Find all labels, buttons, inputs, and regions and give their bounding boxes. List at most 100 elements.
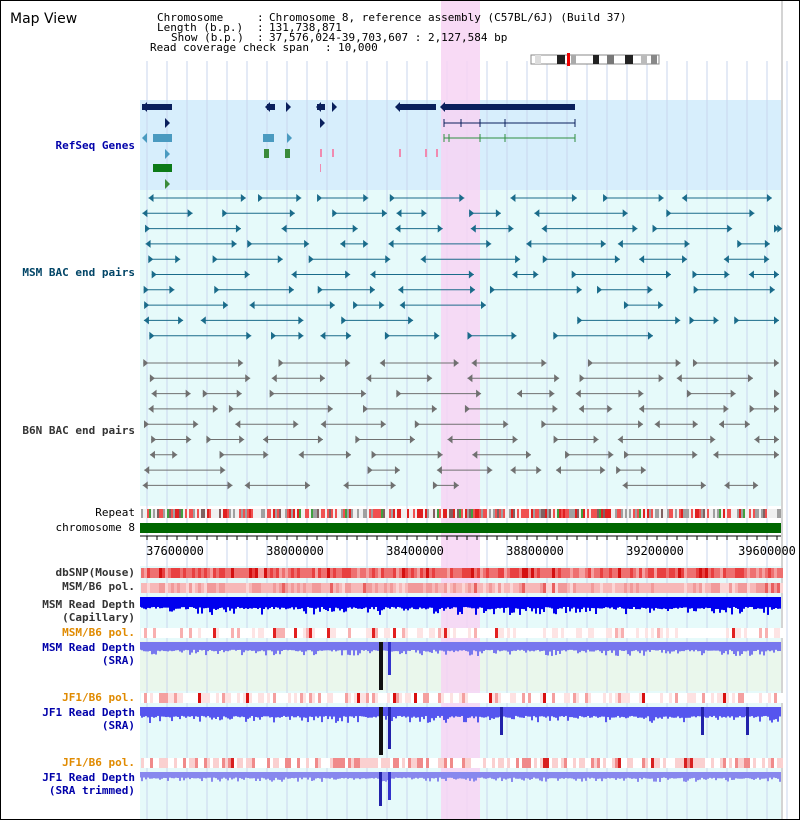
heat-bin [429, 628, 432, 638]
heat-bin [228, 758, 231, 768]
heat-bin [567, 628, 570, 638]
heat-bin [414, 758, 417, 768]
heat-bin [747, 583, 750, 593]
depth-bin [741, 707, 743, 718]
depth-bin [759, 707, 761, 722]
heat-bin [618, 628, 621, 638]
depth-bin [203, 597, 205, 609]
heat-bin [489, 583, 492, 593]
depth-bin [283, 707, 285, 716]
depth-bin [377, 707, 379, 717]
heat-bin [519, 693, 522, 703]
heat-bin [213, 693, 216, 703]
depth-bin [299, 597, 301, 609]
bac-end-marker [542, 255, 548, 264]
bac-end-marker [654, 420, 660, 429]
depth-bin [223, 642, 225, 653]
depth-bin [365, 597, 367, 608]
depth-bin [697, 597, 699, 609]
heat-bin [438, 583, 441, 593]
depth-bin [533, 597, 535, 609]
bac-end-marker [214, 285, 220, 294]
repeat-bin [483, 509, 485, 518]
track-label-msm-bac[interactable]: MSM BAC end pairs [22, 266, 135, 279]
depth-bin [607, 597, 609, 608]
gene-block [142, 104, 172, 110]
depth-bin [501, 597, 503, 608]
depth-bin [181, 772, 183, 778]
track-label-jf1-read-depth-sra[interactable]: JF1 Read Depth [42, 706, 135, 719]
depth-bin [563, 772, 565, 779]
track-label-jf1-b6-pol-2[interactable]: JF1/B6 pol. [62, 756, 135, 769]
heat-bin [246, 758, 249, 768]
heat-bin [507, 628, 510, 638]
heat-bin [585, 758, 588, 768]
track-label-repeat[interactable]: Repeat [95, 506, 135, 519]
track-label-jf1-b6-pol-1[interactable]: JF1/B6 pol. [62, 691, 135, 704]
heat-bin [630, 758, 633, 768]
depth-bin [497, 707, 499, 718]
heat-bin [609, 693, 612, 703]
heat-bin [375, 758, 378, 768]
depth-bin [279, 642, 281, 655]
heat-bin [276, 583, 279, 593]
depth-bin [667, 707, 669, 719]
depth-bin [715, 707, 717, 718]
track-label-msm-read-depth-capillary[interactable]: MSM Read Depth [42, 598, 135, 611]
depth-bin [265, 707, 267, 717]
depth-bin [635, 707, 637, 717]
heat-bin [642, 568, 645, 578]
depth-bin [441, 772, 443, 779]
depth-bin [309, 707, 311, 717]
depth-bin [447, 772, 449, 778]
depth-bin [639, 642, 641, 654]
coverage-value: 10,000 [338, 41, 378, 54]
heat-bin [552, 693, 555, 703]
depth-bin [397, 642, 399, 652]
track-label-jf1-read-depth-trimmed[interactable]: JF1 Read Depth [42, 771, 135, 784]
heat-bin [294, 583, 297, 593]
track-label-b6n-bac[interactable]: B6N BAC end pairs [22, 424, 135, 437]
depth-bin [423, 597, 425, 609]
heat-bin [693, 693, 696, 703]
heat-bin [213, 568, 216, 578]
depth-bin [457, 642, 459, 652]
depth-bin [709, 642, 711, 651]
depth-bin [409, 642, 411, 651]
depth-bin [181, 642, 183, 653]
track-label-msm-read-depth-sra[interactable]: MSM Read Depth [42, 641, 135, 654]
heat-bin [501, 583, 504, 593]
repeat-bin [165, 509, 167, 518]
heat-bin [156, 568, 159, 578]
track-label-msm-b6-pol-1[interactable]: MSM/B6 pol. [62, 580, 135, 593]
repeat-bin [697, 509, 699, 518]
depth-bin [537, 642, 539, 651]
repeat-bin [347, 509, 349, 518]
depth-bin [163, 642, 165, 652]
repeat-bin [327, 509, 329, 518]
heat-bin [753, 583, 756, 593]
depth-bin [579, 642, 581, 653]
repeat-bin [391, 509, 393, 518]
track-label-chromosome[interactable]: chromosome 8 [55, 521, 135, 534]
repeat-bin [185, 509, 187, 518]
depth-bin [477, 772, 479, 778]
show-value: 37,576,024-39,703,607 : 2,127,584 bp [269, 31, 508, 44]
depth-bin [143, 597, 145, 609]
track-label-msm-b6-pol-2[interactable]: MSM/B6 pol. [62, 626, 135, 639]
depth-bin [141, 772, 143, 782]
heat-bin [156, 628, 159, 638]
heat-bin [300, 758, 303, 768]
depth-bin [345, 597, 347, 612]
heat-bin [393, 583, 396, 593]
track-label-dbsnp[interactable]: dbSNP(Mouse) [55, 566, 135, 579]
repeat-bin [699, 509, 701, 518]
depth-bin [399, 642, 401, 655]
heat-bin [447, 693, 450, 703]
track-label-refseq[interactable]: RefSeq Genes [55, 139, 135, 152]
depth-bin [259, 597, 261, 608]
heat-bin [441, 628, 444, 638]
depth-bin [495, 772, 497, 781]
bac-end-marker [665, 270, 671, 279]
